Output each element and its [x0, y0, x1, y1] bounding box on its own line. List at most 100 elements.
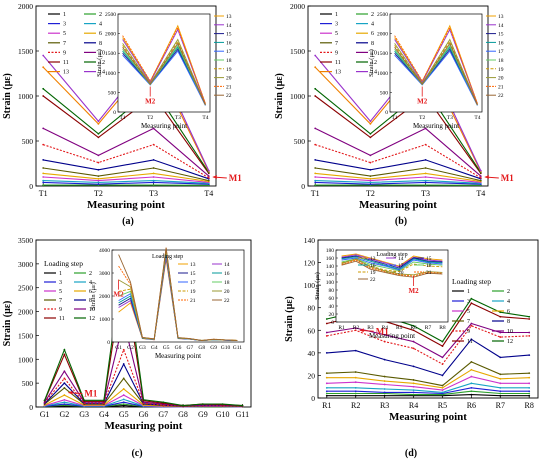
data-point: [354, 327, 357, 329]
x-tick-label: T2: [366, 189, 375, 198]
legend-label: 2: [507, 289, 510, 295]
data-point: [470, 368, 473, 371]
y-axis-label: Strain (με): [284, 296, 295, 342]
inset-x-tick-label: T3: [175, 115, 181, 121]
data-point: [424, 176, 427, 178]
inset-legend-label: 21: [190, 298, 196, 304]
data-point: [325, 382, 328, 385]
data-point: [42, 184, 45, 187]
data-point: [412, 389, 415, 391]
legend-label: 1: [59, 271, 62, 277]
data-point: [369, 154, 372, 157]
data-point: [470, 390, 473, 393]
data-point: [441, 391, 444, 394]
data-point: [42, 159, 45, 161]
inset-x-tick-label: R6: [410, 325, 417, 331]
data-point: [354, 394, 357, 397]
data-point: [470, 382, 473, 385]
inset-legend-label: 16: [224, 271, 230, 277]
legend-label: 11: [63, 60, 69, 66]
y-tick-label: 120: [304, 259, 316, 268]
data-point: [42, 179, 45, 182]
annotation-label: M1: [376, 326, 389, 336]
data-point: [354, 390, 357, 393]
inset-legend-label: 14: [498, 23, 504, 29]
legend-label: 6: [507, 309, 510, 315]
annotation: M1: [212, 173, 242, 183]
data-point: [314, 143, 317, 146]
data-point: [499, 331, 502, 334]
data-point: [83, 399, 86, 402]
inset-legend-label: 20: [498, 76, 504, 82]
data-point: [97, 183, 100, 186]
data-point: [383, 388, 386, 390]
legend-label: 12: [99, 60, 105, 66]
data-point: [314, 95, 317, 97]
data-point: [207, 177, 210, 179]
series-line-11: [314, 95, 482, 174]
inset-x-axis-label: Measuring point: [155, 352, 201, 360]
data-point: [63, 403, 66, 406]
inset-y-tick-label: 500: [380, 90, 389, 96]
inset-legend-label: 17: [398, 263, 404, 269]
data-point: [162, 401, 165, 404]
series-line-7: [43, 167, 209, 182]
legend-label: 8: [507, 319, 510, 325]
legend-label: 1: [335, 12, 338, 18]
legend-label: 11: [59, 316, 65, 322]
y-tick-label: 1000: [18, 355, 33, 364]
data-point: [63, 387, 66, 389]
inset-x-tick-label: G4: [151, 345, 158, 351]
data-point: [424, 143, 427, 146]
data-point: [122, 404, 125, 407]
inset-x-tick-label: G3: [139, 345, 146, 351]
data-point: [152, 127, 155, 130]
data-point: [369, 179, 372, 182]
data-point: [369, 183, 372, 186]
inset-series-line-13: [341, 253, 443, 267]
inset-y-tick-label: 0: [107, 340, 110, 346]
inset-x-tick-label: T4: [474, 115, 480, 121]
y-tick-label: 0: [311, 394, 315, 403]
y-tick-label: 60: [308, 326, 316, 335]
inset-y-tick-label: 1500: [105, 51, 116, 57]
data-point: [241, 404, 244, 407]
x-tick-label: G8: [178, 410, 188, 419]
data-point: [182, 404, 184, 407]
inset-legend-label: 13: [226, 14, 232, 20]
inset-legend-label: 18: [226, 58, 232, 64]
data-point: [97, 179, 100, 182]
data-point: [470, 297, 473, 300]
inset-annotation-label: M2: [409, 287, 420, 295]
series-line-8: [315, 159, 481, 180]
data-point: [479, 175, 482, 178]
data-point: [314, 184, 317, 187]
data-point: [97, 168, 100, 171]
inset-x-tick-label: G5: [163, 345, 170, 351]
x-tick-label: T1: [39, 189, 48, 198]
series-line-10: [314, 127, 482, 177]
y-tick-label: 1500: [290, 47, 305, 56]
y-tick-label: 3500: [18, 236, 33, 245]
data-point: [207, 175, 210, 178]
data-point: [424, 159, 427, 161]
data-point: [383, 358, 386, 361]
x-tick-label: T3: [149, 189, 158, 198]
inset-y-tick-label: 1500: [377, 51, 388, 57]
inset-chart: Strain (με) Measuring point 0 500 1000 1500 20…: [96, 12, 232, 130]
data-point: [383, 383, 386, 386]
x-tick-label: T4: [476, 189, 485, 198]
data-point: [528, 315, 531, 318]
legend-label: 8: [99, 41, 102, 47]
inset-series-line-17: [394, 50, 478, 106]
data-point: [97, 132, 100, 135]
data-point: [325, 331, 328, 334]
data-point: [42, 66, 45, 69]
data-point: [152, 184, 155, 187]
legend-label: 10: [99, 50, 105, 56]
data-point: [142, 401, 145, 404]
data-point: [383, 394, 386, 397]
